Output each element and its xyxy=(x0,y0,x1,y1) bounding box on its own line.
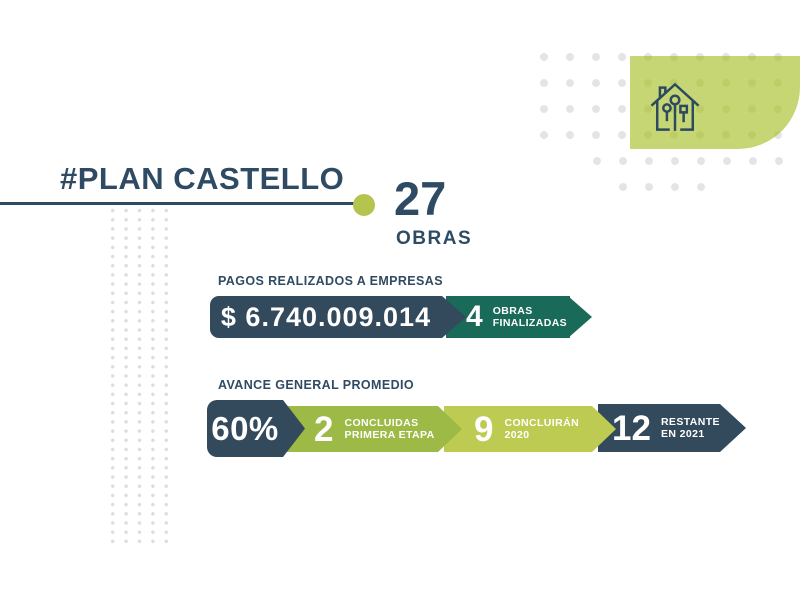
first-stage-number: 2 xyxy=(314,409,334,449)
segment-2020-label-line1: CONCLUIRÁN xyxy=(504,416,580,429)
green-dot xyxy=(353,194,375,216)
remaining-label-line2: EN 2021 xyxy=(660,428,705,440)
progress-segment-2020: 9 CONCLUIRÁN 2020 xyxy=(444,406,592,452)
title-underline xyxy=(0,202,356,205)
top-right-dot-grid-row xyxy=(610,174,714,200)
page-title: #PLAN CASTELLO xyxy=(60,161,345,196)
works-finished-banner-arrow xyxy=(568,296,592,338)
works-finished-banner: 4 OBRAS FINALIZADAS xyxy=(446,296,570,338)
payments-amount-banner-arrow xyxy=(442,296,466,338)
first-stage-label-line2: PRIMERA ETAPA xyxy=(344,429,435,441)
remaining-number: 12 xyxy=(612,408,651,448)
finished-label-line1: OBRAS xyxy=(492,304,533,317)
progress-segment-first-stage-arrow xyxy=(438,406,462,452)
segment-2020-label-line2: 2020 xyxy=(504,429,530,441)
first-stage-label: CONCLUIDAS PRIMERA ETAPA xyxy=(344,417,434,442)
finished-number: 4 xyxy=(466,300,483,333)
segment-2020-number: 9 xyxy=(474,409,494,449)
finished-label-line2: FINALIZADAS xyxy=(492,317,568,329)
progress-percent-banner-arrow xyxy=(283,400,305,457)
house-keys-icon xyxy=(650,82,700,131)
remaining-label-line1: RESTANTES xyxy=(660,415,728,428)
progress-segment-remaining: 12 RESTANTES EN 2021 xyxy=(598,404,727,452)
progress-segment-2020-arrow xyxy=(592,406,616,452)
segment-2020-label: CONCLUIRÁN 2020 xyxy=(504,417,579,442)
top-right-dot-grid-row xyxy=(584,148,792,174)
first-stage-label-line1: CONCLUIDAS xyxy=(344,416,419,429)
progress-section-label: AVANCE GENERAL PROMEDIO xyxy=(218,378,415,392)
total-works-number: 27 xyxy=(394,172,447,225)
corner-green-shape xyxy=(630,56,800,149)
payments-amount-banner: $ 6.740.009.014 xyxy=(210,296,442,338)
progress-segment-remaining-arrow xyxy=(720,404,746,452)
left-dot-grid xyxy=(106,206,173,546)
payments-section-label: PAGOS REALIZADOS A EMPRESAS xyxy=(218,274,443,288)
remaining-label: RESTANTES EN 2021 xyxy=(661,416,727,441)
progress-percent: 60% xyxy=(211,409,279,447)
total-works-label: OBRAS xyxy=(396,228,473,249)
progress-percent-banner: 60% xyxy=(207,400,283,457)
payments-amount: $ 6.740.009.014 xyxy=(220,301,432,332)
finished-label: OBRAS FINALIZADAS xyxy=(493,305,567,330)
